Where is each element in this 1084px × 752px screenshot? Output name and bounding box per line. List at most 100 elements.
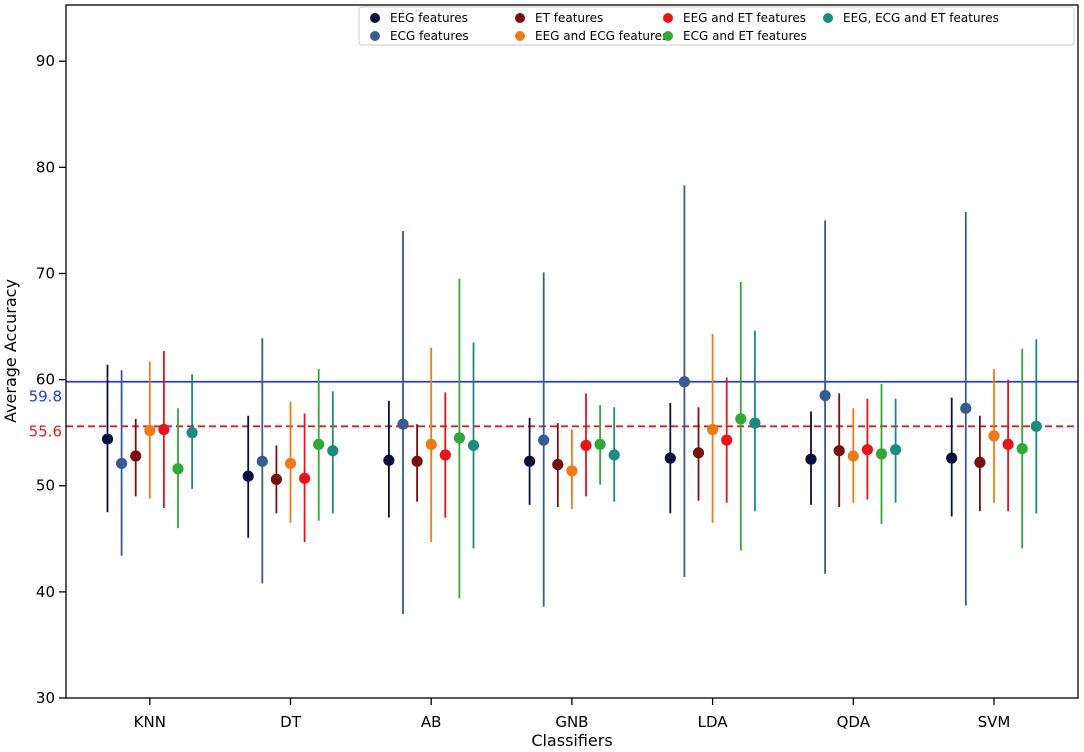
legend-marker xyxy=(370,31,380,41)
data-point xyxy=(383,454,395,466)
data-point xyxy=(467,439,480,452)
data-point xyxy=(172,463,184,475)
data-point xyxy=(988,430,1000,442)
data-point xyxy=(453,432,465,444)
data-point xyxy=(116,457,128,470)
series-4 xyxy=(144,333,1000,542)
data-point xyxy=(256,455,268,467)
x-tick-label-knn: KNN xyxy=(134,713,166,731)
legend-marker xyxy=(515,31,525,41)
y-tick-label: 60 xyxy=(36,371,55,389)
legend-label: ECG and ET features xyxy=(683,29,807,43)
data-point xyxy=(425,438,437,450)
legend: EEG features ECG features ET features EEG a… xyxy=(358,6,1075,46)
data-point xyxy=(1030,420,1042,432)
data-point xyxy=(833,445,845,457)
y-axis: 30 40 50 60 70 80 90 xyxy=(36,52,66,707)
y-tick-label: 30 xyxy=(36,689,55,707)
data-point xyxy=(805,453,817,465)
data-point xyxy=(327,445,339,457)
legend-item-4: EEG and ECG features xyxy=(515,29,668,43)
data-point xyxy=(101,433,114,445)
data-point xyxy=(439,449,451,461)
data-point xyxy=(566,465,578,477)
data-point xyxy=(707,423,719,436)
series-3 xyxy=(130,393,986,514)
data-point xyxy=(538,434,550,446)
legend-label: EEG and ET features xyxy=(683,11,806,25)
reference-label-59-8: 59.8 xyxy=(29,388,62,406)
legend-marker xyxy=(370,13,380,23)
series-2 xyxy=(116,185,972,615)
y-tick-label: 80 xyxy=(36,158,55,176)
legend-label: EEG, ECG and ET features xyxy=(843,11,999,25)
data-point xyxy=(524,455,536,467)
data-point xyxy=(313,438,325,450)
data-point xyxy=(594,438,606,450)
legend-item-7: EEG, ECG and ET features xyxy=(823,11,999,25)
x-axis: KNN DT AB GNB LDA QDA SVM xyxy=(134,698,1010,731)
data-point xyxy=(158,423,170,436)
y-tick-label: 70 xyxy=(36,264,55,282)
data-point xyxy=(1002,438,1014,450)
series-6 xyxy=(172,278,1028,599)
data-point xyxy=(861,444,874,456)
legend-marker xyxy=(823,13,833,23)
y-tick-label: 50 xyxy=(36,477,55,495)
x-tick-label-dt: DT xyxy=(280,713,302,731)
data-point xyxy=(960,402,972,414)
legend-label: EEG features xyxy=(390,11,468,25)
reference-label-55-6: 55.6 xyxy=(29,422,62,440)
data-point xyxy=(847,450,859,462)
x-tick-label-qda: QDA xyxy=(837,713,871,731)
data-point xyxy=(580,439,592,452)
legend-item-1: EEG features xyxy=(370,11,468,25)
series-1 xyxy=(101,364,958,538)
series-5 xyxy=(158,350,1014,542)
legend-marker xyxy=(515,13,525,23)
data-point xyxy=(1016,443,1028,455)
y-tick-label: 40 xyxy=(36,583,55,601)
legend-label: ET features xyxy=(535,11,603,25)
x-axis-label: Classifiers xyxy=(531,731,612,750)
data-point xyxy=(875,448,888,460)
data-point xyxy=(692,447,705,459)
x-tick-label-ab: AB xyxy=(421,713,442,731)
series-7 xyxy=(186,330,1042,549)
legend-label: EEG and ECG features xyxy=(535,29,668,43)
data-point xyxy=(144,424,156,437)
data-point xyxy=(552,458,564,471)
reference-lines: 59.8 55.6 xyxy=(29,380,1078,440)
data-point xyxy=(946,452,958,464)
data-point xyxy=(819,389,831,402)
x-tick-label-lda: LDA xyxy=(698,713,729,731)
data-point xyxy=(186,427,198,439)
legend-marker xyxy=(663,31,673,41)
legend-item-2: ECG features xyxy=(370,29,469,43)
data-point xyxy=(735,413,747,425)
legend-item-6: ECG and ET features xyxy=(663,29,807,43)
data-point xyxy=(678,376,691,388)
data-point xyxy=(411,455,423,467)
x-tick-label-gnb: GNB xyxy=(555,713,588,731)
y-tick-label: 90 xyxy=(36,52,55,70)
data-point xyxy=(130,450,142,462)
data-point xyxy=(270,473,282,485)
data-point xyxy=(608,449,620,461)
data-point xyxy=(242,470,254,482)
data-point xyxy=(299,472,311,484)
legend-item-5: EEG and ET features xyxy=(663,11,806,25)
legend-frame xyxy=(358,6,1075,46)
legend-marker xyxy=(663,13,673,23)
series-layer xyxy=(101,185,1042,615)
data-point xyxy=(397,418,409,430)
data-point xyxy=(284,457,297,470)
legend-item-3: ET features xyxy=(515,11,603,25)
data-point xyxy=(974,456,986,469)
data-point xyxy=(721,434,733,446)
data-point xyxy=(749,417,761,429)
data-point xyxy=(890,444,902,456)
y-axis-label: Average Accuracy xyxy=(1,279,20,423)
